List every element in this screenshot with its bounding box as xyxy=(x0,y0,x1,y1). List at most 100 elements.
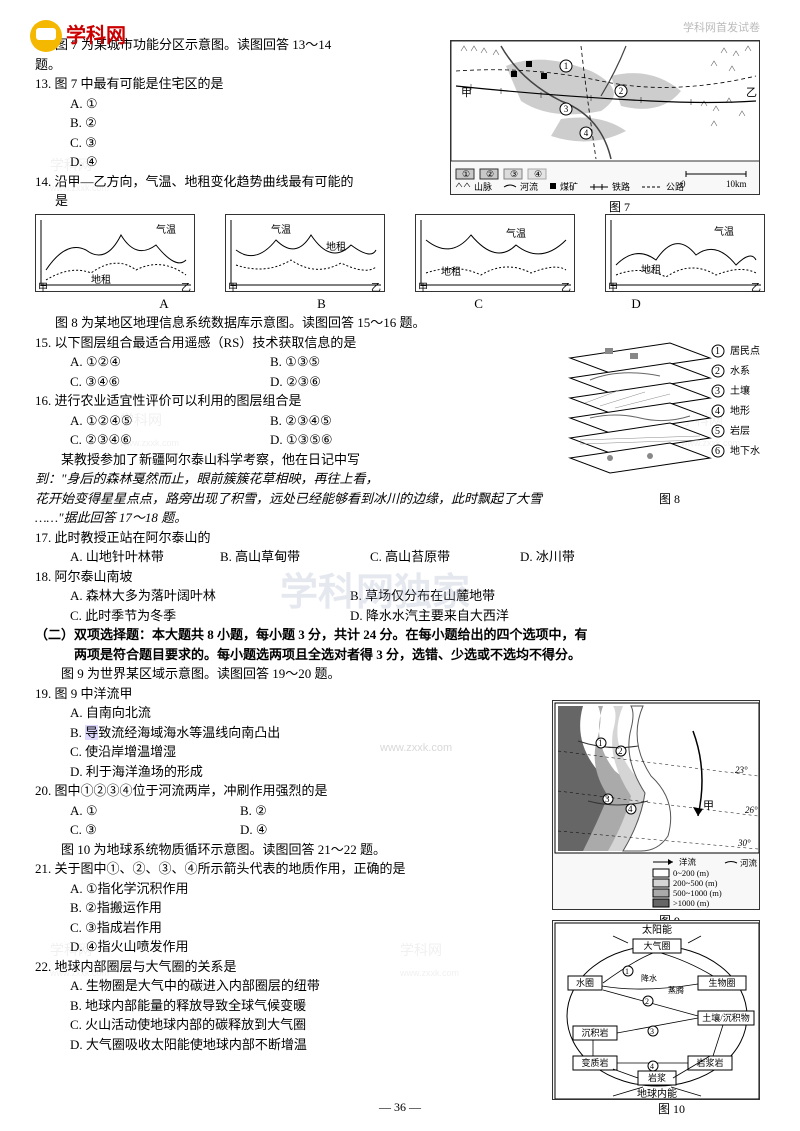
svg-text:2: 2 xyxy=(618,746,623,756)
svg-text:4: 4 xyxy=(715,406,720,417)
q14-opt-b: B xyxy=(317,294,326,314)
q16-b: B. ②③④⑤ xyxy=(270,411,332,431)
q16-d: D. ①③⑤⑥ xyxy=(270,430,333,450)
top-right-line1: 学科网首发试卷 xyxy=(646,20,760,37)
figure-9: 甲 1 2 3 4 23°26°30° 洋流 0~200 (m) 200~500… xyxy=(552,700,760,910)
svg-text:1: 1 xyxy=(625,967,629,976)
section2-title: （二）双项选择题：本大题共 8 小题，每小题 3 分，共计 24 分。在每小题给… xyxy=(35,625,765,645)
svg-text:煤矿: 煤矿 xyxy=(560,181,578,192)
q20-b: B. ② xyxy=(240,801,267,821)
svg-text:2: 2 xyxy=(619,86,624,96)
q14-opt-d: D xyxy=(631,294,640,314)
svg-text:200~500 (m): 200~500 (m) xyxy=(673,878,718,888)
q18-d: D. 降水水汽主要来自大西洋 xyxy=(350,606,509,626)
svg-text:甲: 甲 xyxy=(418,283,428,293)
svg-text:沉积岩: 沉积岩 xyxy=(581,1027,608,1038)
q17-d: D. 冰川带 xyxy=(520,547,575,567)
svg-text:乙: 乙 xyxy=(751,282,761,293)
q14-chart-b: 气温 地租 甲乙 xyxy=(225,214,385,292)
q17-opts: A. 山地针叶林带 B. 高山草甸带 C. 高山苔原带 D. 冰川带 xyxy=(35,547,765,567)
q17-a: A. 山地针叶林带 xyxy=(70,547,220,567)
svg-text:甲: 甲 xyxy=(461,87,472,99)
svg-text:土壤: 土壤 xyxy=(730,384,750,397)
svg-text:30°: 30° xyxy=(737,838,751,848)
q15-a: A. ①②④ xyxy=(70,352,270,372)
svg-text:土壤/沉积物: 土壤/沉积物 xyxy=(702,1012,750,1023)
q19-b-hl: 导 xyxy=(85,725,98,740)
svg-text:①: ① xyxy=(462,169,470,179)
svg-text:气温: 气温 xyxy=(271,223,291,236)
intro-19-20: 图 9 为世界某区域示意图。读图回答 19～20 题。 xyxy=(35,664,765,684)
svg-text:降水: 降水 xyxy=(641,973,657,983)
q18-c: C. 此时季节为冬季 xyxy=(70,606,350,626)
svg-text:6: 6 xyxy=(715,446,720,457)
svg-text:1: 1 xyxy=(715,346,720,357)
svg-text:5: 5 xyxy=(715,426,720,437)
svg-text:河流: 河流 xyxy=(740,858,758,868)
svg-text:太阳能: 太阳能 xyxy=(642,923,672,936)
svg-text:洋流: 洋流 xyxy=(679,857,697,867)
svg-text:地租: 地租 xyxy=(641,263,661,276)
svg-text:蒸腾: 蒸腾 xyxy=(668,985,684,995)
svg-text:公路: 公路 xyxy=(666,181,684,192)
svg-text:地租: 地租 xyxy=(441,265,461,278)
svg-text:②: ② xyxy=(486,169,494,179)
svg-text:甲: 甲 xyxy=(38,283,48,293)
svg-text:甲: 甲 xyxy=(228,283,238,293)
svg-text:居民点: 居民点 xyxy=(730,345,760,357)
svg-text:岩浆岩: 岩浆岩 xyxy=(696,1057,723,1068)
svg-text:地形: 地形 xyxy=(730,404,750,417)
q18-a: A. 森林大多为落叶阔叶林 xyxy=(70,586,350,606)
svg-text:10km: 10km xyxy=(726,179,747,189)
logo-icon xyxy=(30,20,62,52)
svg-text:3: 3 xyxy=(650,1027,654,1036)
faint-logo: 学科网www.zxxk.com xyxy=(50,155,109,197)
figure-8: 1居民点 2水系 3土壤 4地形 5岩层 6地下水 xyxy=(550,338,760,488)
svg-text:甲: 甲 xyxy=(703,800,714,812)
svg-text:4: 4 xyxy=(584,128,589,138)
q18-row1: A. 森林大多为落叶阔叶林 B. 草场仅分布在山麓地带 xyxy=(35,586,765,606)
svg-text:④: ④ xyxy=(534,169,542,179)
svg-text:3: 3 xyxy=(605,794,610,804)
svg-text:变质岩: 变质岩 xyxy=(581,1057,608,1068)
svg-text:乙: 乙 xyxy=(746,86,757,99)
q20-c: C. ③ xyxy=(70,820,240,840)
svg-text:2: 2 xyxy=(645,997,649,1006)
q15-d: D. ②③⑥ xyxy=(270,372,321,392)
svg-text:23°: 23° xyxy=(735,765,748,775)
svg-text:气温: 气温 xyxy=(506,227,526,240)
svg-text:水圈: 水圈 xyxy=(576,977,594,988)
q18-b: B. 草场仅分布在山麓地带 xyxy=(350,586,495,606)
svg-text:乙: 乙 xyxy=(181,282,191,293)
svg-text:500~1000 (m): 500~1000 (m) xyxy=(673,888,722,898)
svg-text:铁路: 铁路 xyxy=(612,181,630,192)
q19-b-pre: B. xyxy=(70,725,85,740)
svg-text:地租: 地租 xyxy=(326,240,346,253)
q17-stem: 17. 此时教授正站在阿尔泰山的 xyxy=(35,528,765,548)
svg-text:岩浆: 岩浆 xyxy=(648,1072,666,1083)
svg-text:0~200 (m): 0~200 (m) xyxy=(673,868,709,878)
q20-d: D. ④ xyxy=(240,820,268,840)
faint-logo: 学科网www.zxxk.com xyxy=(400,940,459,982)
figure-10: 大气圈 生物圈 土壤/沉积物 水圈 沉积岩 变质岩 岩浆岩 岩浆 太阳能 地球内… xyxy=(552,920,760,1100)
svg-text:地租: 地租 xyxy=(91,273,111,286)
q15-c: C. ③④⑥ xyxy=(70,372,270,392)
svg-text:4: 4 xyxy=(628,804,633,814)
intro-17-18c: 花开始变得星星点点，路旁出现了积雪，远处已经能够看到冰川的边缘，此时飘起了大雪 xyxy=(35,489,765,509)
svg-text:乙: 乙 xyxy=(561,282,571,293)
q14-chart-c: 气温 地租 甲 乙 xyxy=(415,214,575,292)
q17-c: C. 高山苔原带 xyxy=(370,547,520,567)
svg-text:4: 4 xyxy=(650,1062,654,1071)
q14-charts-row: 气温 地租 甲 乙 气温 地租 甲 乙 气温 地租 甲 乙 xyxy=(35,214,765,292)
section2-title2: 两项是符合题目要求的。每小题选两项且全选对者得 3 分，选错、少选或不选均不得分… xyxy=(35,645,765,665)
svg-text:>1000 (m): >1000 (m) xyxy=(673,898,709,908)
q14-chart-a: 气温 地租 甲乙 xyxy=(35,214,195,292)
svg-text:3: 3 xyxy=(715,386,720,397)
q17-b: B. 高山草甸带 xyxy=(220,547,370,567)
q14-opt-c: C xyxy=(474,294,483,314)
svg-text:气温: 气温 xyxy=(714,225,734,238)
q14-chart-d: 气温 地租 甲乙 xyxy=(605,214,765,292)
svg-text:大气圈: 大气圈 xyxy=(643,940,670,951)
q14-opt-labels: A B C D xyxy=(35,294,765,314)
q14-opt-a: A xyxy=(159,294,168,314)
